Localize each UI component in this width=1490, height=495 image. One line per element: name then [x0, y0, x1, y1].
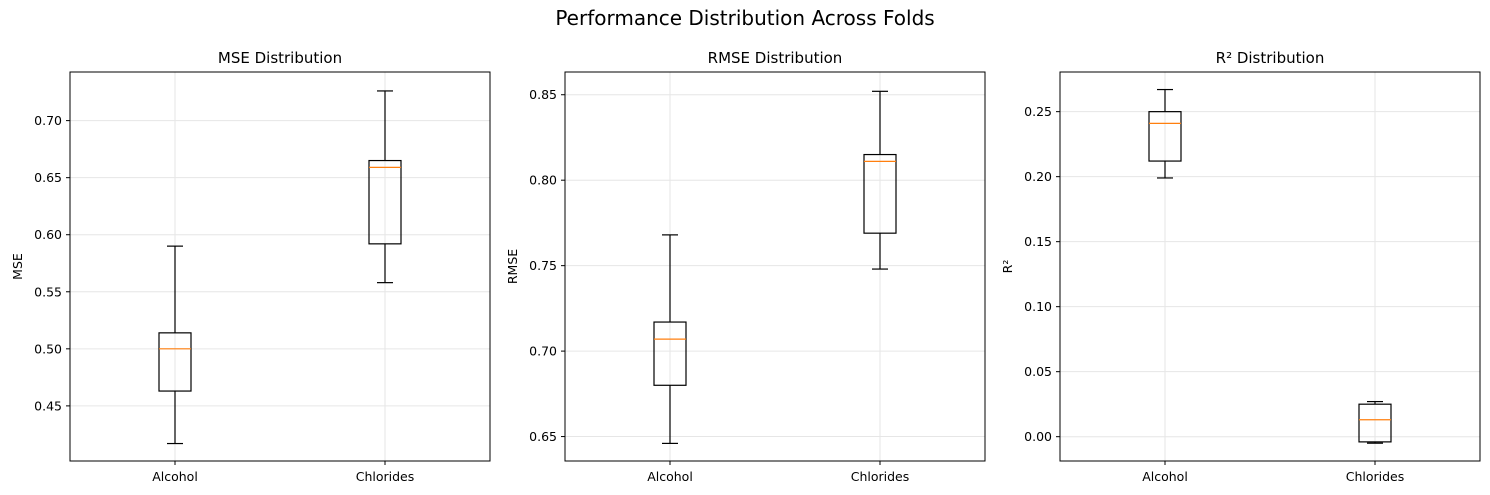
iqr-box [1148, 111, 1182, 162]
subplot-title: MSE Distribution [218, 49, 342, 67]
iqr-box [368, 159, 402, 245]
y-tick-label: 0.25 [1024, 104, 1052, 119]
y-tick-label: 0.70 [529, 344, 557, 359]
y-tick-label: 0.00 [1024, 429, 1052, 444]
y-tick-label: 0.50 [34, 341, 62, 356]
box-chlorides [368, 90, 402, 284]
x-tick-label: Alcohol [647, 469, 693, 484]
y-tick-label: 0.85 [529, 87, 557, 102]
x-tick-label: Alcohol [1142, 469, 1188, 484]
y-tick-label: 0.80 [529, 173, 557, 188]
y-tick-label: 0.70 [34, 113, 62, 128]
y-axis-label: R² [1000, 260, 1015, 274]
iqr-box [158, 332, 192, 392]
box-chlorides [1358, 400, 1392, 444]
y-tick-label: 0.65 [34, 170, 62, 185]
iqr-box [653, 321, 687, 386]
x-tick-label: Chlorides [356, 469, 415, 484]
y-tick-label: 0.55 [34, 284, 62, 299]
axes-frame [69, 71, 491, 462]
box-alcohol [653, 234, 687, 444]
box-alcohol [158, 245, 192, 445]
y-tick-label: 0.65 [529, 429, 557, 444]
iqr-box [1358, 403, 1392, 443]
y-tick-label: 0.05 [1024, 364, 1052, 379]
x-tick-label: Chlorides [1346, 469, 1405, 484]
subplot-3: 0.00 0.05 0.10 0.15 0.20 0.25 Alcohol Chlorides… [1000, 49, 1481, 484]
box-alcohol [1148, 88, 1182, 179]
subplot-title: RMSE Distribution [708, 49, 843, 67]
y-tick-label: 0.10 [1024, 299, 1052, 314]
axes-frame [1059, 71, 1481, 462]
subplot-2: 0.65 0.70 0.75 0.80 0.85 Alcohol Chlorides RMSE… [505, 49, 986, 484]
y-tick-label: 0.45 [34, 398, 62, 413]
axes-frame [564, 71, 986, 462]
y-tick-label: 0.15 [1024, 234, 1052, 249]
y-tick-label: 0.20 [1024, 169, 1052, 184]
iqr-box [863, 153, 897, 234]
y-axis-label: RMSE [505, 249, 520, 284]
box-chlorides [863, 90, 897, 270]
figure-title: Performance Distribution Across Folds [555, 6, 935, 30]
x-tick-label: Alcohol [152, 469, 198, 484]
subplot-1: 0.45 0.50 0.55 0.60 0.65 0.70 Alcohol Chlorides… [10, 49, 491, 484]
subplot-title: R² Distribution [1216, 49, 1325, 67]
y-axis-label: MSE [10, 253, 25, 280]
y-tick-label: 0.75 [529, 258, 557, 273]
y-tick-label: 0.60 [34, 227, 62, 242]
x-tick-label: Chlorides [851, 469, 910, 484]
